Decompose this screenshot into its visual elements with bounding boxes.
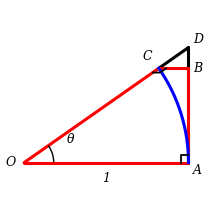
Text: D: D <box>193 33 203 46</box>
Text: A: A <box>193 164 202 177</box>
Text: B: B <box>193 62 203 75</box>
Text: C: C <box>143 50 152 63</box>
Text: 1: 1 <box>102 172 110 185</box>
Text: θ: θ <box>66 133 74 146</box>
Text: O: O <box>6 156 16 169</box>
